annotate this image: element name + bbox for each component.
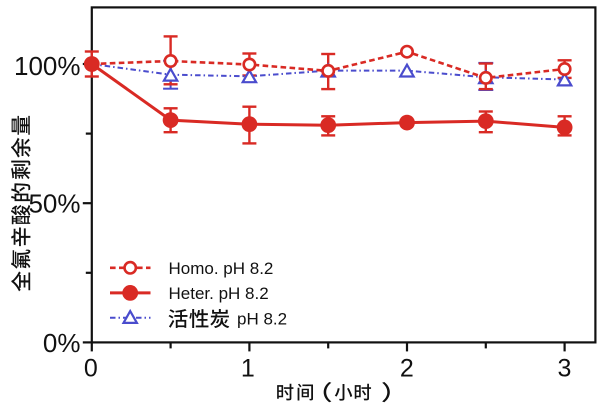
svg-text:100%: 100%: [14, 51, 81, 81]
svg-text:Homo. pH 8.2: Homo. pH 8.2: [169, 259, 274, 278]
svg-text:0: 0: [84, 355, 98, 383]
svg-text:2: 2: [400, 355, 414, 383]
svg-text:50%: 50%: [28, 189, 80, 219]
svg-text:pH 8.2: pH 8.2: [237, 309, 287, 328]
svg-text:0%: 0%: [43, 328, 81, 358]
svg-text:1: 1: [241, 355, 255, 383]
svg-text:3: 3: [557, 355, 571, 383]
svg-text:Heter. pH 8.2: Heter. pH 8.2: [169, 284, 269, 303]
